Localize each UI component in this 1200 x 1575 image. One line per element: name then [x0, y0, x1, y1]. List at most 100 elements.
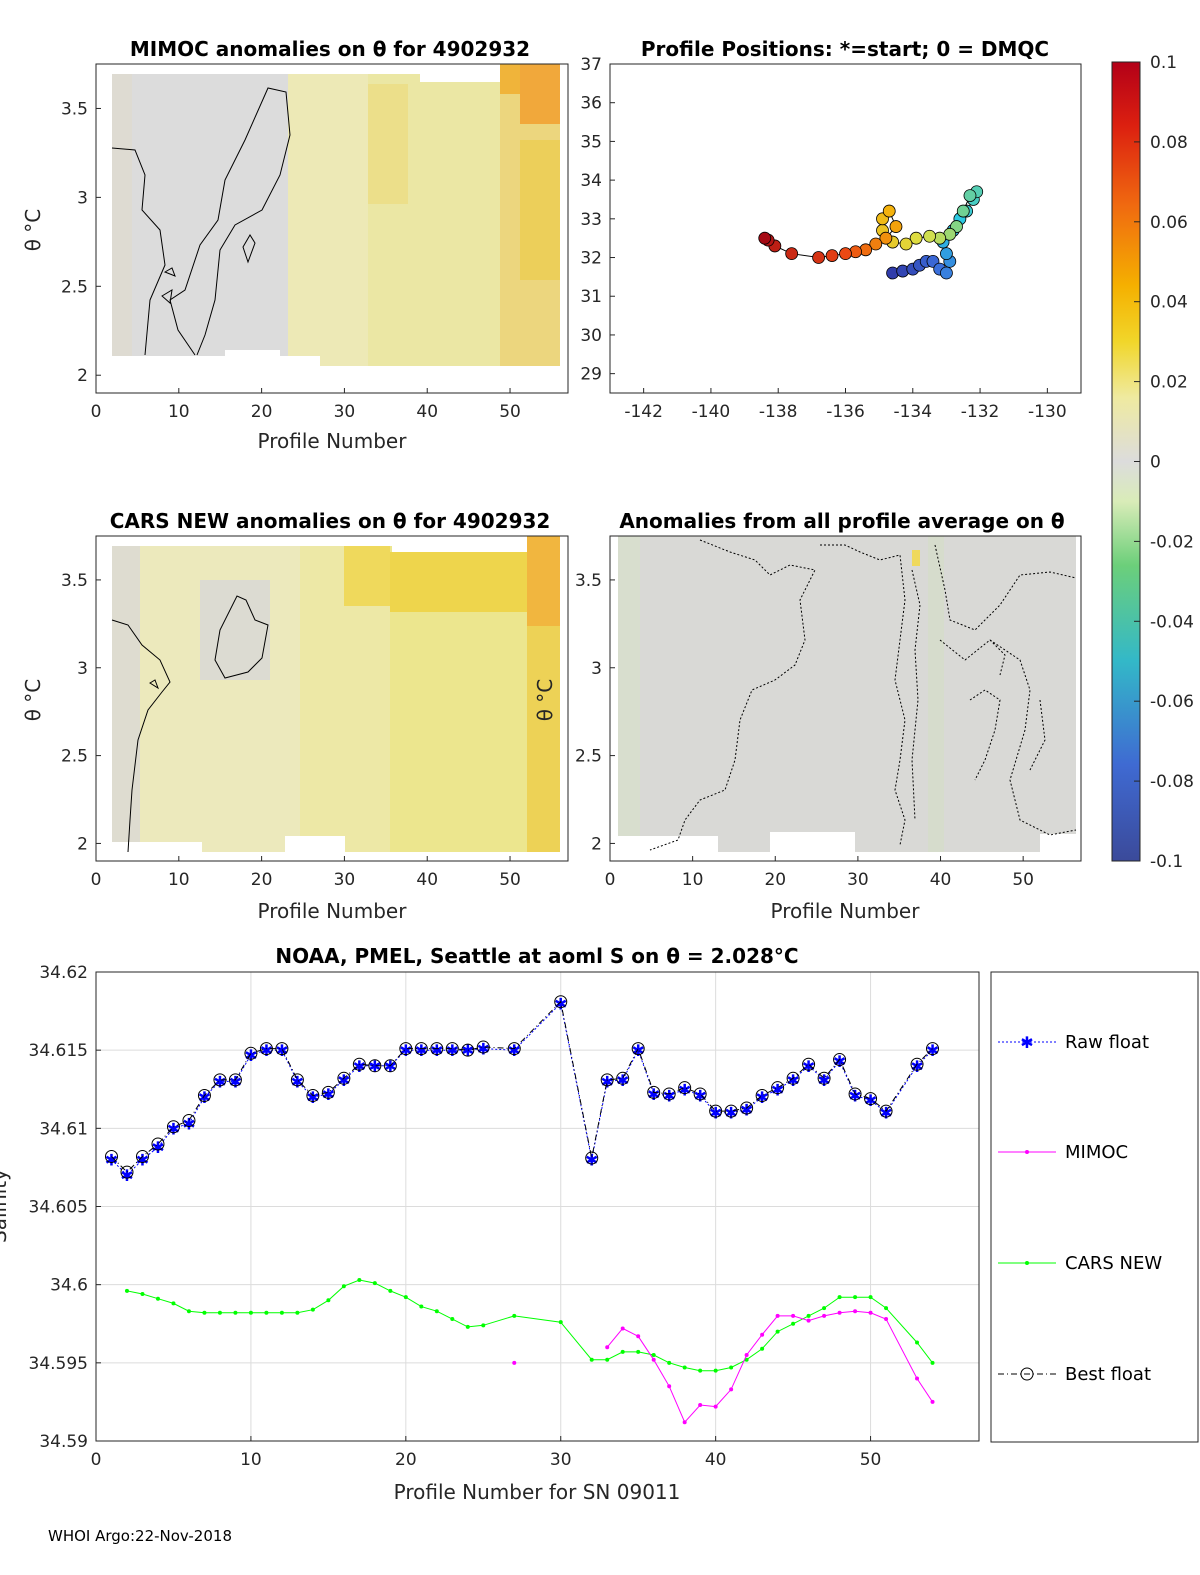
salinity-title: NOAA, PMEL, Seattle at aoml S on θ = 2.0… [275, 944, 798, 968]
best-float-point [662, 1087, 676, 1101]
mimoc-ytick-label: 2 [77, 366, 88, 386]
cars-new-point [403, 1295, 408, 1300]
position-marker [963, 189, 977, 203]
positions-xtick-label: -140 [692, 402, 731, 422]
profile-avg-ytick-label: 2.5 [575, 747, 602, 767]
mimoc-point [744, 1353, 749, 1358]
salinity-xlabel: Profile Number for SN 09011 [394, 1480, 681, 1504]
cars-new-point [202, 1310, 207, 1315]
best-float-point [848, 1087, 862, 1101]
positions-panel: Profile Positions: *=start; 0 = DMQC -14… [580, 37, 1082, 422]
cars-new-point [744, 1357, 749, 1362]
best-float-point [244, 1046, 258, 1060]
best-float-point [678, 1081, 692, 1095]
best-float-point [151, 1137, 165, 1151]
salinity-yticks: 34.59 34.595 34.6 34.605 34.61 34.615 34.62 [29, 963, 101, 1452]
mimoc-point [605, 1345, 610, 1350]
best-float-line [111, 1000, 933, 1173]
footer-credit: WHOI Argo:22-Nov-2018 [48, 1527, 232, 1545]
mimoc-xticks: 0 10 20 30 40 50 [91, 388, 521, 422]
best-float-point [724, 1104, 738, 1118]
best-float-point [833, 1053, 847, 1067]
cars-new-point [233, 1310, 238, 1315]
best-float-point [910, 1057, 924, 1071]
cars-new-point [620, 1349, 625, 1354]
salinity-ytick-label: 34.59 [39, 1432, 88, 1452]
profile-avg-heatmap [618, 536, 1076, 861]
cars-xtick-label: 30 [334, 870, 356, 890]
mimoc-heatmap [112, 64, 560, 366]
cars-new-point [915, 1340, 920, 1345]
mimoc-point [868, 1310, 873, 1315]
mimoc-point [667, 1384, 672, 1389]
raw-float-point: ✱ [415, 1041, 428, 1060]
svg-text:✱: ✱ [1020, 1033, 1033, 1052]
profile-avg-ylabel: θ °C [533, 679, 557, 722]
best-float-point [228, 1073, 242, 1087]
cars-xtick-label: 20 [251, 870, 273, 890]
mimoc-anomaly-panel: MIMOC anomalies on θ for 4902932 Profile… [21, 37, 569, 453]
cars-new-point [419, 1304, 424, 1309]
salinity-ytick-label: 34.595 [29, 1354, 88, 1374]
positions-ytick-label: 31 [580, 287, 602, 307]
salinity-xtick-label: 0 [91, 1450, 102, 1470]
positions-xticks: -142 -140 -138 -136 -134 -132 -130 [624, 388, 1067, 422]
cars-new-line [126, 1279, 933, 1372]
raw-float-point: ✱ [306, 1088, 319, 1107]
cars-new-point [388, 1288, 393, 1293]
profile-avg-ytick-label: 3.5 [575, 571, 602, 591]
mimoc-point [837, 1310, 842, 1315]
cars-xtick-label: 0 [91, 870, 102, 890]
raw-float-point: ✱ [755, 1088, 768, 1107]
raw-float-point: ✱ [724, 1104, 737, 1123]
colorbar-tick-label: 0.08 [1150, 133, 1188, 153]
positions-xtick-label: -134 [893, 402, 932, 422]
cars-new-point [155, 1296, 160, 1301]
salinity-ytick-label: 34.61 [39, 1119, 88, 1139]
mimoc-point [822, 1313, 827, 1318]
raw-float-point: ✱ [275, 1041, 288, 1060]
position-marker [758, 231, 772, 245]
positions-ytick-label: 32 [580, 249, 602, 269]
mimoc-point [682, 1420, 687, 1425]
raw-float-point: ✱ [585, 1151, 598, 1170]
mimoc-xtick-label: 40 [416, 402, 438, 422]
salinity-xtick-label: 50 [860, 1450, 882, 1470]
cars-new-point [326, 1298, 331, 1303]
cars-new-point [884, 1306, 889, 1311]
cars-new-point [682, 1365, 687, 1370]
salinity-series: ✱✱✱✱✱ ✱✱✱ ✱✱ ✱ ✱✱✱ ✱✱✱ ✱ ✱✱ ✱ ✱ ✱ ✱ ✱ ✱✱✱✱ ✱✱✱ ✱ ✱ ✱✱ ✱ ✱✱ ✱… [105, 994, 939, 1425]
mimoc-title: MIMOC anomalies on θ for 4902932 [130, 37, 530, 61]
positions-yticks: 29 30 31 32 33 34 35 36 37 [580, 55, 615, 385]
salinity-xticks: 0 10 20 30 40 50 [91, 1436, 882, 1470]
mimoc-contour [111, 87, 291, 356]
positions-ytick-label: 37 [580, 55, 602, 75]
raw-float-point: ✱ [678, 1080, 691, 1099]
mimoc-point [729, 1387, 734, 1392]
mimoc-ytick-label: 3 [77, 188, 88, 208]
cars-xtick-label: 10 [168, 870, 190, 890]
positions-ytick-label: 34 [580, 171, 602, 191]
raw-float-point: ✱ [151, 1138, 164, 1157]
mimoc-point [806, 1318, 811, 1323]
position-marker [869, 237, 883, 251]
raw-float-point: ✱ [848, 1087, 861, 1106]
colorbar-tick-label: 0 [1150, 453, 1161, 473]
raw-float-point: ✱ [260, 1041, 273, 1060]
positions-ytick-label: 35 [580, 132, 602, 152]
mimoc-yticks: 2 2.5 3 3.5 [61, 99, 101, 386]
best-float-point [352, 1057, 366, 1071]
raw-float-point: ✱ [229, 1072, 242, 1091]
cars-new-point [279, 1310, 284, 1315]
raw-float-point: ✱ [477, 1040, 490, 1059]
position-marker [839, 247, 852, 261]
position-marker [882, 204, 896, 218]
colorbar-tick-label: -0.08 [1150, 772, 1194, 792]
colorbar-tick-label: -0.06 [1150, 692, 1194, 712]
cars-ytick-label: 2.5 [61, 747, 88, 767]
raw-float-point: ✱ [167, 1119, 180, 1138]
best-float-point [321, 1085, 335, 1099]
raw-float-point: ✱ [322, 1085, 335, 1104]
position-marker [879, 231, 893, 245]
cars-new-point [465, 1324, 470, 1329]
